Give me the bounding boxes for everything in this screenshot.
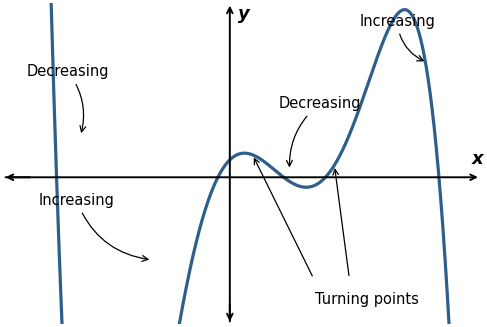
Text: x: x bbox=[472, 150, 484, 168]
Text: Increasing: Increasing bbox=[359, 14, 435, 61]
Text: Decreasing: Decreasing bbox=[278, 96, 361, 166]
Text: Increasing: Increasing bbox=[38, 193, 148, 261]
Text: y: y bbox=[238, 5, 249, 23]
Text: Decreasing: Decreasing bbox=[27, 64, 109, 132]
Text: Turning points: Turning points bbox=[315, 292, 419, 307]
